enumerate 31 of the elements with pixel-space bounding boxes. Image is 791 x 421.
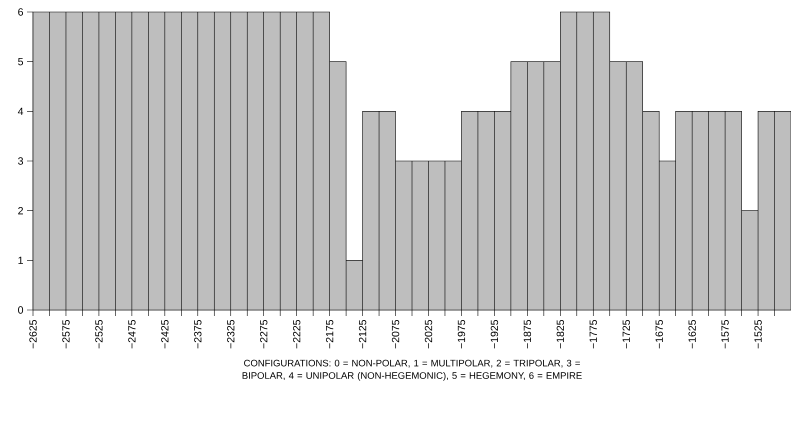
y-tick-label: 2 bbox=[18, 207, 23, 214]
x-tick-label: −2125 bbox=[358, 320, 366, 348]
x-tick-label: −1925 bbox=[490, 320, 498, 348]
x-tick-label: −2375 bbox=[194, 320, 202, 348]
x-tick-label: −1875 bbox=[524, 320, 532, 348]
x-tick-label: −1675 bbox=[655, 320, 663, 348]
y-tick-label: 1 bbox=[18, 256, 23, 264]
x-tick-label: −2525 bbox=[95, 320, 103, 348]
x-tick-label: −2225 bbox=[292, 320, 300, 348]
x-tick-label: −1525 bbox=[754, 320, 762, 348]
y-tick-label: 5 bbox=[18, 58, 24, 66]
y-tick-label: 6 bbox=[18, 8, 24, 16]
x-tick-label: −1575 bbox=[721, 320, 729, 348]
x-tick-label: −2475 bbox=[128, 320, 136, 348]
x-tick-label: −2025 bbox=[424, 320, 432, 348]
x-tick-label: −2625 bbox=[29, 320, 37, 348]
x-tick-label: −2075 bbox=[392, 320, 400, 348]
x-tick-label: −1825 bbox=[556, 320, 564, 348]
x-tick-label: −2275 bbox=[260, 320, 268, 348]
x-tick-label: −1975 bbox=[458, 320, 466, 348]
x-tick-label: −1775 bbox=[590, 320, 597, 348]
x-tick-label: −2575 bbox=[62, 320, 70, 348]
y-tick-label: 3 bbox=[18, 157, 24, 165]
y-tick-label: 0 bbox=[18, 306, 24, 314]
x-axis-title: CONFIGURATIONS: 0 = NON-POLAR, 1 = MULTIPOLAR, 2 = TRIPOLAR, 3 = BIPOLAR, 4 = UNIPOLAR (NON-HEGEMONIC), 5 = HEGEMONY, 6 = EMPIRE bbox=[242, 360, 582, 381]
x-tick-label: −1725 bbox=[622, 320, 630, 348]
x-tick-label: −1625 bbox=[688, 320, 696, 348]
x-tick-label: −2325 bbox=[227, 320, 234, 348]
y-tick-label: 4 bbox=[18, 108, 24, 115]
x-tick-label: −2425 bbox=[161, 320, 169, 348]
x-tick-label: −2175 bbox=[326, 320, 334, 348]
